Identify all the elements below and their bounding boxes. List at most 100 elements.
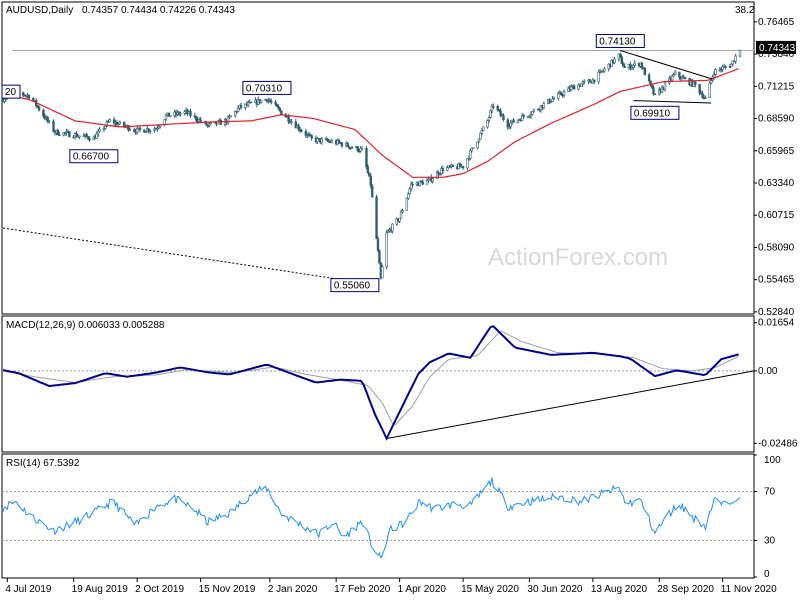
price-title: AUDUSD,Daily 0.74357 0.74434 0.74226 0.7… [6,5,235,16]
macd-tick-label: 0.00 [758,366,778,377]
price-tick-label: 0.73840 [758,49,795,60]
candle-body [492,105,495,108]
candle-body [738,49,742,57]
candle-body [451,164,455,167]
candle-body [522,115,525,118]
candle-body [107,121,110,124]
candle-body [274,101,277,105]
rsi-title: RSI(14) 67.5392 [6,458,80,469]
candle-body [122,121,126,127]
candle-body [548,99,551,104]
candle-body [471,147,475,150]
rsi-tick-label: 0 [764,569,770,580]
candle-body [458,163,462,168]
candle-body [143,129,146,133]
candle-body [425,180,429,185]
candle-body [668,77,671,84]
candle-body [95,133,98,139]
symbol-label: AUDUSD,Daily [6,5,73,16]
candle-body [277,106,280,109]
rsi-y-axis: 100 70 30 0 [754,454,781,580]
candle-body [297,125,300,130]
candle-body [562,91,566,96]
candle-body [620,56,623,64]
x-tick-label: 15 Nov 2019 [199,584,256,595]
candle-body [369,175,372,187]
candle-body [127,125,130,131]
candle-body [86,136,90,139]
price-panel-frame [1,1,755,315]
candle-body [508,126,511,128]
candle-body [156,127,159,130]
price-tick-label: 0.52840 [758,307,795,318]
candle-body [346,142,349,147]
candle-body [138,127,142,131]
candle-body [486,120,489,128]
price-annotation-label: 0.70310 [246,83,283,94]
candle-body [721,66,724,70]
candle-body [418,180,422,186]
x-tick-label: 2 Oct 2019 [135,584,184,595]
candle-body [577,84,580,90]
corner-value: 38.2 [735,5,755,16]
x-tick-label: 30 Jun 2020 [527,584,582,595]
candle-body [85,134,88,137]
candle-body [496,106,499,110]
candle-body [672,74,675,77]
candle-body [37,106,41,111]
candle-body [208,123,211,126]
candle-body [330,140,334,143]
candle-body [497,109,501,111]
candle-body [409,183,413,190]
candle-body [650,84,654,88]
candle-body [482,126,485,131]
rsi-line [2,477,741,560]
candle-body [117,123,120,126]
rsi-series-group [2,477,754,560]
rsi-panel: RSI(14) 67.5392 100 70 30 0 [1,453,781,580]
macd-panel: MACD(12,26,9) 0.006033 0.005288 0.016540… [1,315,798,453]
candle-body [96,130,100,135]
candle-body [58,134,61,136]
candle-body [621,63,625,67]
candle-body [68,131,71,138]
candle-body [512,119,515,123]
price-annotation-box [69,149,119,164]
candle-body [385,232,388,268]
candle-body [446,167,449,171]
price-tick-label: 0.58090 [758,242,795,253]
price-tick-label: 0.68590 [758,114,795,125]
candle-body [216,120,220,125]
candle-body [529,114,533,117]
macd-y-axis: 0.01654 0.00 -0.02486 [754,318,798,449]
candle-body [244,103,247,108]
candle-body [239,104,243,108]
candle-body [27,94,31,99]
candle-body [294,121,297,129]
candle-body [88,138,91,141]
candle-body [489,110,492,118]
candle-body [287,116,290,122]
candle-body [698,84,701,94]
candle-body [619,53,622,58]
candle-body [144,131,147,134]
candle-body [290,121,293,124]
candle-body [46,117,49,122]
candle-body [320,138,323,143]
candle-body [278,108,282,111]
candle-body [531,111,534,115]
candle-body [47,120,51,123]
price-annotation-box [242,80,292,95]
x-tick-label: 11 Nov 2020 [721,584,777,595]
candle-body [643,67,647,76]
candle-body [102,128,106,130]
sma-line [2,68,739,178]
x-tick-label: 4 Jul 2019 [5,584,52,595]
candle-body [671,75,674,81]
candle-body [21,92,25,96]
price-tick-label: 0.71215 [758,81,795,92]
macd-tick-label: -0.02486 [758,438,798,449]
candle-body [502,115,505,121]
x-tick-label: 1 Apr 2020 [398,584,447,595]
price-tick-label: 0.65965 [758,146,795,157]
